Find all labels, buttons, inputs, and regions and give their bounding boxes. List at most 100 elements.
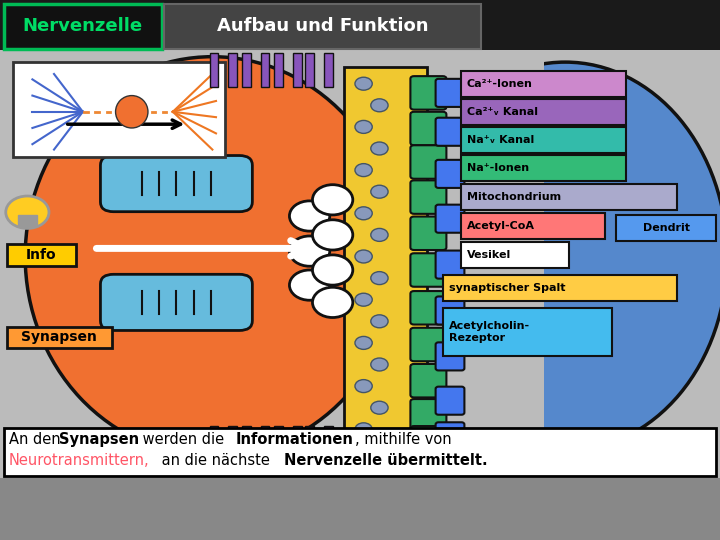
FancyBboxPatch shape <box>293 53 302 87</box>
FancyBboxPatch shape <box>461 242 569 268</box>
Text: An den: An den <box>9 431 65 447</box>
Circle shape <box>355 423 372 436</box>
FancyBboxPatch shape <box>305 426 314 460</box>
Text: Nervenzelle: Nervenzelle <box>23 17 143 35</box>
Circle shape <box>355 293 372 306</box>
FancyBboxPatch shape <box>436 296 464 325</box>
FancyBboxPatch shape <box>7 244 76 266</box>
FancyBboxPatch shape <box>410 399 446 433</box>
FancyBboxPatch shape <box>443 275 677 301</box>
Text: Acetylcholin-
Rezeptor: Acetylcholin- Rezeptor <box>449 321 530 343</box>
Text: Mitochondrium: Mitochondrium <box>467 192 561 202</box>
Circle shape <box>371 401 388 414</box>
Text: Dendrit: Dendrit <box>642 223 690 233</box>
FancyBboxPatch shape <box>418 62 544 456</box>
FancyBboxPatch shape <box>274 426 283 460</box>
FancyBboxPatch shape <box>436 251 464 279</box>
FancyBboxPatch shape <box>4 4 162 49</box>
FancyBboxPatch shape <box>461 155 626 181</box>
FancyBboxPatch shape <box>410 76 446 110</box>
FancyBboxPatch shape <box>410 253 446 287</box>
FancyBboxPatch shape <box>410 364 446 397</box>
Circle shape <box>312 220 353 250</box>
FancyBboxPatch shape <box>344 67 427 455</box>
Circle shape <box>355 120 372 133</box>
Circle shape <box>371 358 388 371</box>
Ellipse shape <box>115 96 148 128</box>
FancyBboxPatch shape <box>242 53 251 87</box>
Text: an die nächste: an die nächste <box>157 453 274 468</box>
Text: Synapsen: Synapsen <box>22 330 97 345</box>
FancyBboxPatch shape <box>4 428 716 476</box>
Circle shape <box>371 99 388 112</box>
FancyBboxPatch shape <box>410 112 446 145</box>
FancyBboxPatch shape <box>410 426 446 460</box>
Text: Info: Info <box>26 248 57 262</box>
Circle shape <box>371 315 388 328</box>
Circle shape <box>312 185 353 215</box>
FancyBboxPatch shape <box>461 184 677 210</box>
Circle shape <box>371 228 388 241</box>
FancyBboxPatch shape <box>228 426 237 460</box>
Circle shape <box>289 236 330 266</box>
Text: , mithilfe von: , mithilfe von <box>355 431 451 447</box>
FancyBboxPatch shape <box>436 342 464 370</box>
FancyBboxPatch shape <box>13 62 225 157</box>
FancyBboxPatch shape <box>101 156 253 212</box>
FancyBboxPatch shape <box>461 127 626 153</box>
FancyBboxPatch shape <box>436 422 464 450</box>
FancyBboxPatch shape <box>210 53 218 87</box>
Circle shape <box>355 207 372 220</box>
Circle shape <box>371 142 388 155</box>
FancyBboxPatch shape <box>461 213 605 239</box>
Circle shape <box>312 255 353 285</box>
FancyBboxPatch shape <box>164 4 481 49</box>
FancyBboxPatch shape <box>410 180 446 214</box>
Circle shape <box>355 336 372 349</box>
FancyBboxPatch shape <box>0 0 720 50</box>
Text: Aufbau und Funktion: Aufbau und Funktion <box>217 17 428 35</box>
FancyBboxPatch shape <box>461 99 626 125</box>
FancyBboxPatch shape <box>101 274 253 330</box>
FancyBboxPatch shape <box>7 327 112 348</box>
FancyBboxPatch shape <box>436 79 464 107</box>
FancyBboxPatch shape <box>0 50 720 478</box>
FancyBboxPatch shape <box>410 328 446 361</box>
FancyBboxPatch shape <box>210 426 218 460</box>
FancyBboxPatch shape <box>410 145 446 179</box>
Circle shape <box>6 196 49 228</box>
FancyBboxPatch shape <box>436 160 464 188</box>
Text: Na⁺-Ionen: Na⁺-Ionen <box>467 163 528 173</box>
Text: Na⁺ᵥ Kanal: Na⁺ᵥ Kanal <box>467 135 534 145</box>
Circle shape <box>289 270 330 300</box>
Text: werden die: werden die <box>138 431 229 447</box>
Circle shape <box>355 164 372 177</box>
FancyBboxPatch shape <box>410 291 446 325</box>
Text: Nervenzelle übermittelt.: Nervenzelle übermittelt. <box>284 453 488 468</box>
Text: Neurotransmittern,: Neurotransmittern, <box>9 453 149 468</box>
FancyBboxPatch shape <box>18 215 37 226</box>
Circle shape <box>371 185 388 198</box>
Text: Vesikel: Vesikel <box>467 250 510 260</box>
Circle shape <box>355 77 372 90</box>
FancyBboxPatch shape <box>242 426 251 460</box>
Text: Ca²⁺-Ionen: Ca²⁺-Ionen <box>467 79 532 89</box>
Text: Synapsen: Synapsen <box>59 431 139 447</box>
FancyBboxPatch shape <box>410 217 446 250</box>
Circle shape <box>355 250 372 263</box>
FancyBboxPatch shape <box>274 53 283 87</box>
FancyBboxPatch shape <box>616 215 716 241</box>
FancyBboxPatch shape <box>228 53 237 87</box>
FancyBboxPatch shape <box>436 205 464 233</box>
FancyBboxPatch shape <box>436 118 464 146</box>
FancyBboxPatch shape <box>461 71 626 97</box>
FancyBboxPatch shape <box>305 53 314 87</box>
Circle shape <box>371 272 388 285</box>
FancyBboxPatch shape <box>261 426 269 460</box>
FancyBboxPatch shape <box>443 308 612 356</box>
Circle shape <box>312 287 353 318</box>
FancyBboxPatch shape <box>261 53 269 87</box>
FancyBboxPatch shape <box>324 53 333 87</box>
FancyBboxPatch shape <box>324 426 333 460</box>
FancyBboxPatch shape <box>436 387 464 415</box>
